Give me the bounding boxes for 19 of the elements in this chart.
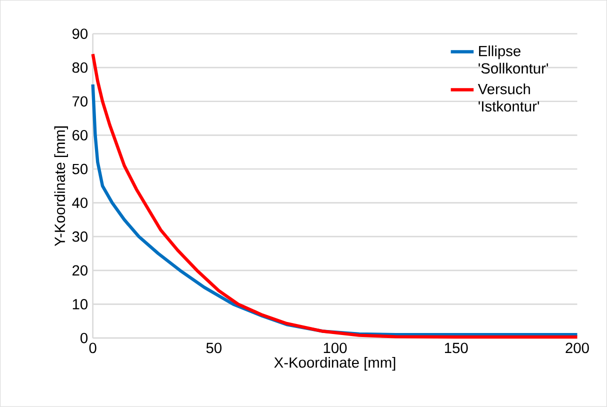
y-tick-label: 90 [72,28,88,40]
y-tick-label: 0 [80,332,88,344]
x-tick-label: 200 [566,342,589,354]
legend-label: Versuch 'Istkontur' [478,84,540,112]
x-tick-label: 150 [444,342,468,354]
x-tick-label: 50 [206,342,222,354]
x-tick-label: 0 [89,342,96,354]
y-tick-label: 20 [72,265,88,276]
y-axis-title: Y-Koordinate [mm] [54,126,68,246]
y-tick-label: 10 [72,299,88,310]
y-tick-label: 80 [72,62,88,73]
x-tick-label: 100 [324,342,347,354]
y-tick-label: 60 [72,130,88,140]
legend-label: Ellipse 'Sollkontur' [478,46,548,74]
y-tick-label: 70 [72,96,88,107]
y-tick-label: 40 [72,198,88,208]
x-axis-title: X-Koordinate [mm] [274,357,396,371]
y-tick-label: 30 [72,232,88,242]
y-tick-label: 50 [72,164,88,174]
